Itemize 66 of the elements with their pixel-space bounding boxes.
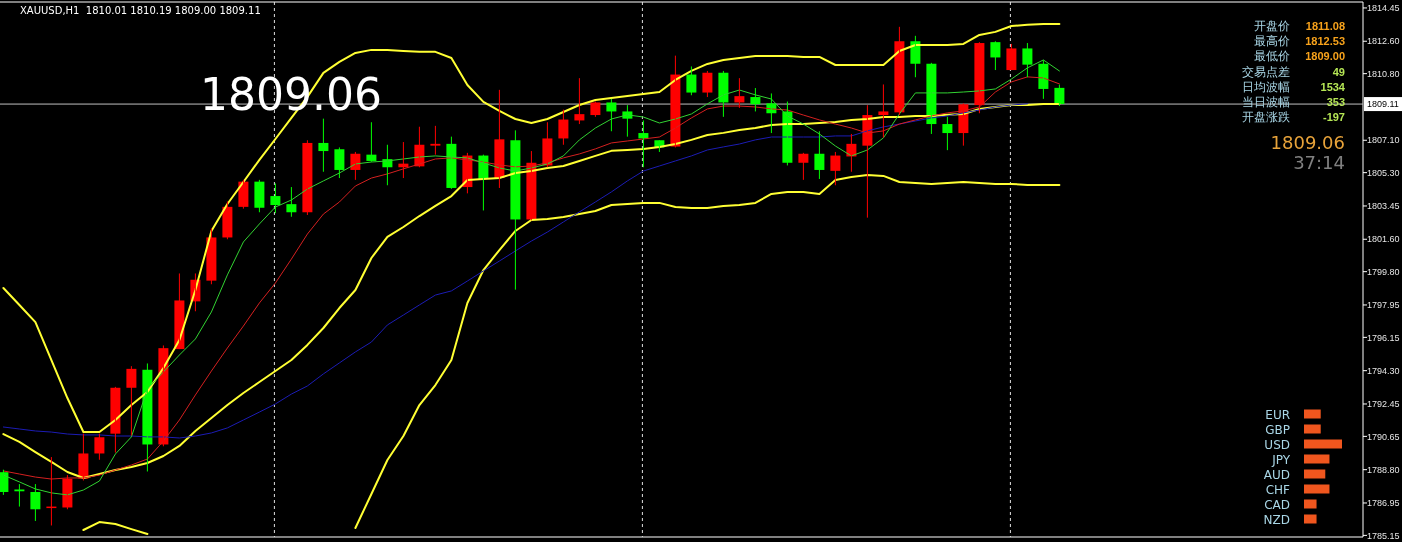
y-tick-label: 1792.45	[1367, 399, 1400, 410]
y-tick-label: 1794.30	[1367, 365, 1400, 376]
candlestick	[942, 116, 953, 151]
text: 49	[1332, 65, 1345, 78]
text: 交易点差	[1242, 64, 1290, 79]
y-tick-label: AUD	[1263, 467, 1290, 482]
line-series	[2, 22, 1061, 434]
text: 1809.06	[1270, 132, 1345, 153]
candlestick	[1006, 43, 1017, 71]
candlestick	[430, 125, 441, 156]
y-tick-label: EUR	[1265, 407, 1290, 422]
text: 1811.08	[1305, 20, 1345, 32]
y-tick-label: GBP	[1265, 422, 1290, 437]
candlestick	[254, 179, 265, 213]
candlestick	[798, 152, 809, 181]
y-tick-label: 1799.80	[1367, 266, 1400, 277]
y-tick-label: 1785.15	[1367, 530, 1400, 541]
candlestick	[702, 70, 713, 98]
y-tick-label: 1801.60	[1367, 234, 1400, 245]
y-tick-label: 1814.45	[1367, 3, 1400, 14]
bar	[1304, 439, 1342, 449]
y-tick-label: 1796.15	[1367, 332, 1400, 343]
bar	[1304, 514, 1317, 524]
y-tick-label: 1803.45	[1367, 201, 1400, 212]
text: 开盘价	[1254, 19, 1290, 33]
candlestick	[686, 65, 697, 96]
bar	[1304, 484, 1330, 494]
candlestick	[270, 182, 281, 214]
y-tick-label: 1812.60	[1367, 36, 1400, 47]
ref-line-label: 1809.11	[1367, 99, 1399, 110]
bar	[1304, 499, 1317, 509]
text: 开盘涨跌	[1242, 110, 1290, 125]
text: 37:14	[1293, 152, 1345, 173]
bar	[1304, 454, 1330, 464]
y-tick-label: 1786.95	[1367, 498, 1400, 509]
y-tick-label: 1788.80	[1367, 464, 1400, 475]
text: 353	[1326, 96, 1345, 108]
text: 1534	[1320, 80, 1346, 93]
text: -197	[1322, 111, 1345, 124]
text: 1812.53	[1305, 35, 1345, 48]
bar	[1304, 424, 1321, 434]
y-tick-label: 1797.95	[1367, 300, 1400, 311]
y-tick-label: NZD	[1263, 512, 1290, 527]
y-tick-label: CHF	[1265, 482, 1291, 497]
text: 最低价	[1254, 49, 1290, 64]
bar	[1304, 409, 1321, 419]
candlestick	[878, 83, 889, 139]
y-tick-label: 1810.80	[1367, 68, 1400, 79]
candlestick	[334, 146, 345, 179]
bar	[1304, 469, 1326, 479]
candlestick	[590, 101, 601, 118]
y-tick-label: CAD	[1264, 497, 1290, 512]
text: 当日波幅	[1242, 95, 1290, 109]
y-tick-label: 1790.65	[1367, 431, 1400, 442]
candlestick	[126, 365, 137, 436]
y-tick-label: USD	[1264, 437, 1290, 452]
y-tick-label: 1805.30	[1367, 167, 1400, 178]
candlestick	[14, 483, 25, 508]
y-tick-label: JPY	[1271, 452, 1291, 467]
y-tick-label: 1807.10	[1367, 135, 1400, 146]
text: 1809.00	[1305, 50, 1345, 63]
text: 最高价	[1254, 34, 1290, 49]
candlestick	[1022, 42, 1033, 78]
chart-title: XAUUSD,H1 1810.01 1810.19 1809.00 1809.11	[20, 5, 261, 16]
text: 日均波幅	[1242, 79, 1290, 94]
candlestick	[606, 98, 617, 132]
